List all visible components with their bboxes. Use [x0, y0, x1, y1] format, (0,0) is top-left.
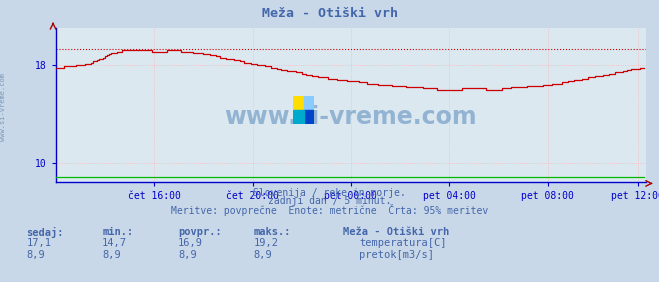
Text: 19,2: 19,2 [254, 238, 279, 248]
Text: maks.:: maks.: [254, 227, 291, 237]
Polygon shape [304, 110, 314, 124]
Text: pretok[m3/s]: pretok[m3/s] [359, 250, 434, 259]
Bar [304, 96, 314, 110]
Text: 17,1: 17,1 [26, 238, 51, 248]
Text: Meritve: povprečne  Enote: metrične  Črta: 95% meritev: Meritve: povprečne Enote: metrične Črta:… [171, 204, 488, 217]
Text: zadnji dan / 5 minut.: zadnji dan / 5 minut. [268, 196, 391, 206]
Text: 8,9: 8,9 [178, 250, 196, 259]
Text: Meža - Otiški vrh: Meža - Otiški vrh [262, 7, 397, 20]
Text: Slovenija / reke in morje.: Slovenija / reke in morje. [253, 188, 406, 197]
Text: www.si-vreme.com: www.si-vreme.com [225, 105, 477, 129]
Text: temperatura[C]: temperatura[C] [359, 238, 447, 248]
Text: Meža - Otiški vrh: Meža - Otiški vrh [343, 227, 449, 237]
Text: 16,9: 16,9 [178, 238, 203, 248]
Text: 8,9: 8,9 [26, 250, 45, 259]
Text: 8,9: 8,9 [254, 250, 272, 259]
Text: 8,9: 8,9 [102, 250, 121, 259]
Text: min.:: min.: [102, 227, 133, 237]
Text: www.si-vreme.com: www.si-vreme.com [0, 73, 7, 141]
Text: povpr.:: povpr.: [178, 227, 221, 237]
Polygon shape [293, 110, 304, 124]
Text: 14,7: 14,7 [102, 238, 127, 248]
Text: sedaj:: sedaj: [26, 227, 64, 238]
Bar [293, 96, 304, 110]
